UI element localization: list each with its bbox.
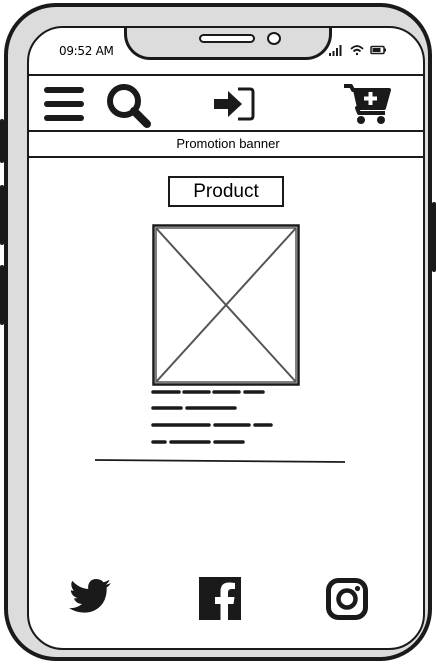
status-time: 09:52 AM	[59, 44, 114, 58]
phone-screen: 09:52 AM	[27, 26, 425, 650]
section-divider	[94, 459, 346, 463]
twitter-icon[interactable]	[69, 578, 113, 616]
side-button-left-bottom	[0, 265, 4, 325]
add-to-cart-icon[interactable]	[343, 82, 391, 126]
search-icon[interactable]	[105, 82, 151, 128]
status-icons	[329, 45, 386, 56]
promotion-banner[interactable]: Promotion banner	[29, 132, 423, 158]
signal-icon	[329, 45, 342, 56]
product-title: Product	[168, 176, 284, 207]
speaker	[199, 34, 255, 43]
camera	[267, 32, 281, 45]
phone-frame: 09:52 AM	[0, 3, 436, 661]
battery-icon	[370, 45, 386, 55]
notch	[124, 28, 332, 60]
product-image-placeholder[interactable]	[152, 224, 300, 386]
facebook-icon[interactable]	[199, 577, 241, 620]
side-button-left	[0, 119, 4, 163]
wifi-icon	[350, 45, 364, 56]
top-navigation-bar	[29, 74, 423, 132]
side-button-left-lower	[0, 185, 4, 245]
product-description-placeholder	[151, 390, 273, 444]
instagram-icon[interactable]	[326, 578, 368, 620]
side-button-right	[432, 202, 436, 272]
login-icon[interactable]	[212, 86, 256, 122]
menu-icon[interactable]	[42, 84, 86, 124]
